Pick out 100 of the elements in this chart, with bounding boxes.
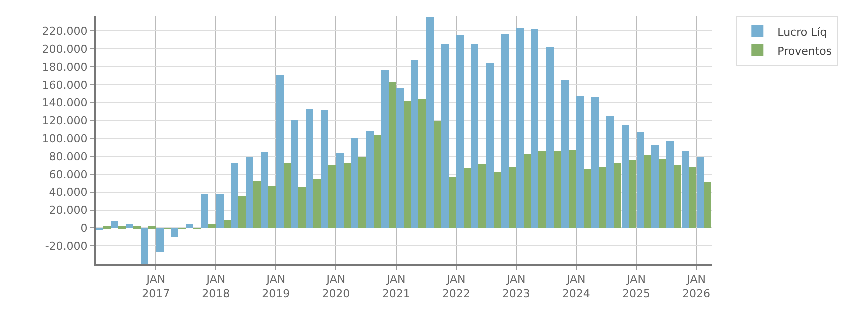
bar xyxy=(449,177,456,228)
legend-label: Lucro Líq xyxy=(778,26,828,39)
y-tick-label: 40.000 xyxy=(49,186,88,200)
y-tick-label: -20.000 xyxy=(45,240,88,253)
x-tick-label: JAN 2017 xyxy=(142,273,170,300)
bar xyxy=(111,221,118,228)
bar xyxy=(524,154,531,228)
bar xyxy=(471,44,478,228)
bar xyxy=(261,152,268,228)
bar xyxy=(284,163,291,228)
bar xyxy=(208,224,216,228)
bar xyxy=(276,75,284,228)
bar xyxy=(148,226,156,229)
y-tick-label: 80.000 xyxy=(49,150,88,164)
bar xyxy=(434,121,441,228)
bar xyxy=(224,220,231,228)
bar xyxy=(689,167,696,228)
x-tick-label: JAN 2021 xyxy=(382,273,410,300)
bar xyxy=(516,28,524,228)
y-tick-label: 180.000 xyxy=(42,60,88,74)
bar xyxy=(126,224,133,228)
bar xyxy=(606,116,614,228)
bar xyxy=(336,153,344,228)
bar xyxy=(599,167,606,228)
bar xyxy=(622,125,629,228)
y-tick-label: 20.000 xyxy=(49,204,88,218)
y-tick-label: 100.000 xyxy=(42,132,88,146)
y-tick-label: 200.000 xyxy=(42,42,88,56)
x-tick-label: JAN 2018 xyxy=(202,273,230,300)
x-tick-label: JAN 2020 xyxy=(322,273,350,300)
x-tick-label: JAN 2022 xyxy=(442,273,470,300)
bar xyxy=(682,151,689,228)
bar xyxy=(133,226,141,229)
bar xyxy=(118,226,126,229)
legend-label: Proventos xyxy=(778,44,832,58)
bar xyxy=(103,226,111,229)
bar xyxy=(554,151,561,228)
x-tick-label: JAN 2019 xyxy=(262,273,290,300)
bar xyxy=(426,17,434,228)
x-tick-label: JAN 2026 xyxy=(682,273,711,300)
bar xyxy=(358,157,366,228)
bar xyxy=(659,159,666,228)
bar xyxy=(186,224,193,228)
bar xyxy=(486,63,494,228)
bar xyxy=(351,138,358,228)
bar xyxy=(268,186,276,228)
bar xyxy=(637,132,644,228)
bar xyxy=(531,29,538,228)
bar xyxy=(231,163,238,228)
bar xyxy=(478,164,486,228)
bar xyxy=(291,120,298,228)
bar xyxy=(509,167,516,228)
y-tick-label: 220.000 xyxy=(42,25,88,38)
bar xyxy=(238,196,246,228)
bar xyxy=(569,150,576,228)
bar xyxy=(584,169,591,228)
bar xyxy=(374,135,381,228)
bar xyxy=(546,47,554,228)
bar xyxy=(704,182,711,228)
bar xyxy=(381,70,389,228)
bar xyxy=(666,141,674,228)
bar xyxy=(141,228,148,264)
bar xyxy=(697,157,704,228)
bar xyxy=(389,82,396,228)
bar xyxy=(644,155,651,228)
bar xyxy=(538,151,546,228)
bar xyxy=(576,96,584,228)
bar xyxy=(441,44,449,228)
bar xyxy=(494,172,501,228)
bar xyxy=(411,60,418,228)
x-tick-label: JAN 2023 xyxy=(502,273,530,300)
bar xyxy=(614,163,621,228)
bar xyxy=(366,131,374,228)
bar xyxy=(246,157,253,228)
bar xyxy=(561,80,569,228)
bar xyxy=(344,163,351,228)
bar xyxy=(404,101,411,228)
bar xyxy=(253,181,261,228)
x-tick-label: JAN 2024 xyxy=(562,273,590,300)
bar xyxy=(313,179,321,228)
bar xyxy=(629,160,636,228)
bar xyxy=(456,35,464,228)
y-tick-label: 160.000 xyxy=(42,78,88,92)
bar xyxy=(306,109,313,228)
y-tick-label: 60.000 xyxy=(49,168,88,182)
bar xyxy=(201,194,208,228)
bar xyxy=(396,88,404,228)
bar xyxy=(651,145,659,228)
bar xyxy=(464,168,471,228)
bar xyxy=(328,165,336,228)
bar xyxy=(501,34,509,228)
y-tick-label: 120.000 xyxy=(42,114,88,128)
bar xyxy=(674,165,681,228)
bar xyxy=(171,228,178,237)
bar xyxy=(156,228,164,252)
bar xyxy=(418,99,426,228)
y-tick-label: 140.000 xyxy=(42,96,88,110)
bar xyxy=(216,194,224,228)
x-tick-label: JAN 2025 xyxy=(622,273,651,300)
y-tick-label: 0 xyxy=(80,222,88,236)
